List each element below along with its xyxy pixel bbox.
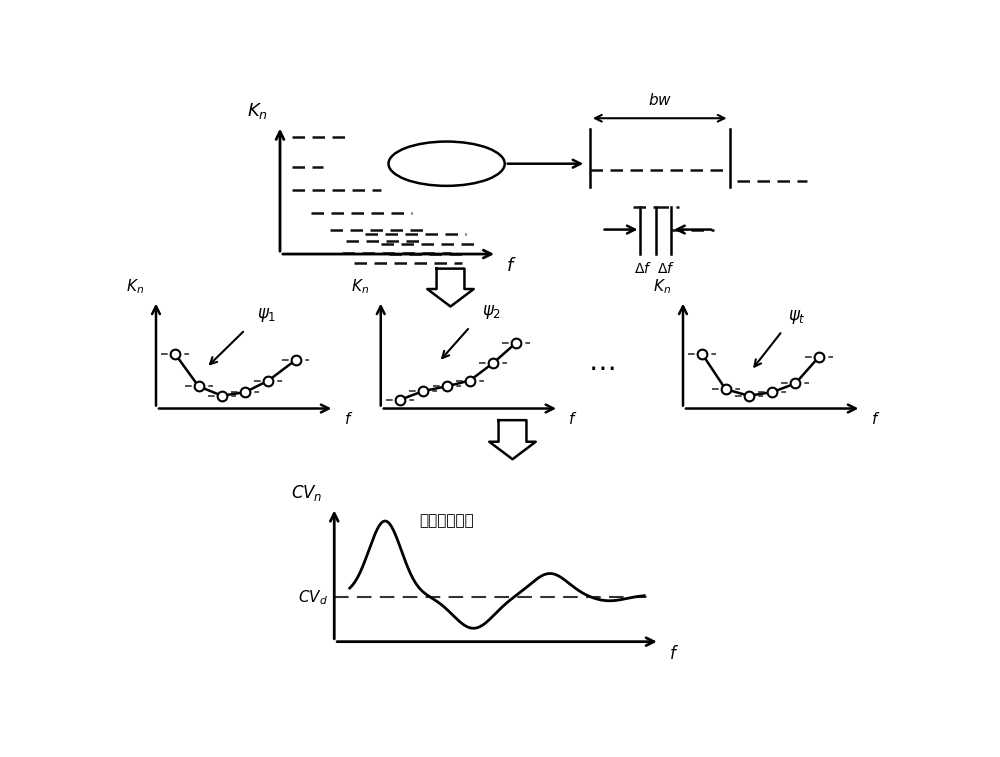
Text: $\psi_2$: $\psi_2$ (482, 303, 501, 321)
Text: $f$: $f$ (506, 257, 517, 275)
Polygon shape (427, 269, 474, 307)
Text: $\cdots$: $\cdots$ (588, 354, 615, 382)
Text: $K_n$: $K_n$ (126, 277, 144, 296)
Text: $CV_d$: $CV_d$ (298, 588, 328, 607)
Text: $K_n$: $K_n$ (653, 277, 671, 296)
Polygon shape (489, 420, 536, 459)
Text: $\Delta f$: $\Delta f$ (657, 261, 675, 276)
Text: $f$: $f$ (871, 412, 880, 428)
Text: $\psi_t$: $\psi_t$ (788, 308, 806, 326)
Text: $K_n$: $K_n$ (247, 101, 268, 121)
Text: $\Delta f$: $\Delta f$ (634, 261, 652, 276)
Text: $f$: $f$ (669, 645, 679, 662)
Text: $f$: $f$ (568, 412, 578, 428)
Text: $\psi_1$: $\psi_1$ (257, 306, 276, 324)
Text: $f$: $f$ (344, 412, 353, 428)
Text: $CV_n$: $CV_n$ (291, 483, 323, 503)
Text: 不确定性指标: 不确定性指标 (420, 513, 474, 528)
Text: $K_n$: $K_n$ (351, 277, 369, 296)
Text: $bw$: $bw$ (648, 92, 672, 108)
